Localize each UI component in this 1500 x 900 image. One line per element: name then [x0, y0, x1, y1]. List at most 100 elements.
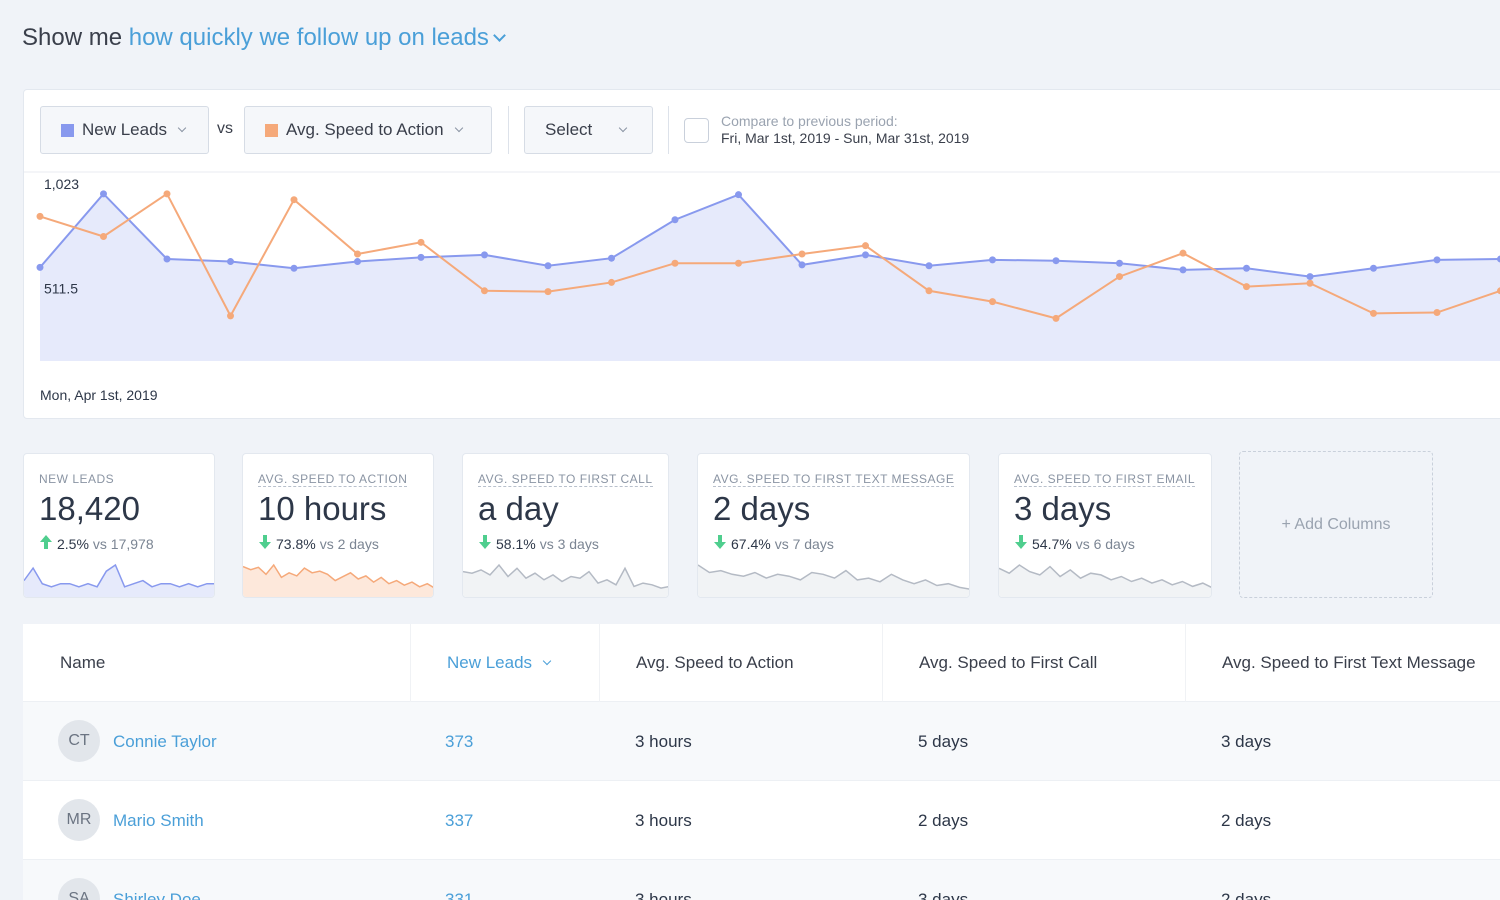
- sparkline-line: [243, 563, 433, 588]
- data-point: [36, 263, 44, 271]
- data-point: [227, 312, 234, 320]
- kpi-label: New Leads: [39, 472, 115, 486]
- y-tick-label: 1,023: [44, 176, 79, 192]
- data-point: [671, 216, 679, 224]
- secondary-metric-label: Avg. Speed to Action: [286, 120, 444, 139]
- sparkline-line: [999, 564, 1211, 588]
- sparkline-area: [24, 565, 214, 597]
- data-point: [544, 288, 552, 296]
- column-header-label: New Leads: [447, 653, 533, 672]
- kpi-card-speed-to-action[interactable]: Avg. Speed to Action 10 hours 73.8% vs 2 …: [242, 453, 434, 598]
- sparkline-area: [243, 565, 433, 597]
- kpi-value: 10 hours: [258, 490, 387, 527]
- kpi-value: 18,420: [39, 490, 140, 527]
- kpi-change-value: 54.7%: [1032, 535, 1072, 552]
- data-point: [544, 262, 552, 270]
- line-chart[interactable]: 1,023 511.5 Mon, Apr 1st, 2019: [24, 170, 1500, 420]
- series-line: [39, 192, 1500, 320]
- kpi-compare: vs 17,978: [92, 535, 154, 552]
- kpi-card-speed-to-first-email[interactable]: Avg. Speed to First Email 3 days 54.7% vs…: [998, 453, 1212, 598]
- lead-owner-link[interactable]: Shirley Doe: [113, 889, 201, 900]
- chevron-down-icon: [493, 29, 506, 42]
- chevron-down-icon: [454, 123, 463, 133]
- first-text-cell: 2 days: [1221, 889, 1272, 900]
- sparkline-line: [463, 563, 668, 589]
- chevron-down-icon: [177, 123, 187, 133]
- sparkline: [24, 563, 214, 597]
- column-header-first-call[interactable]: Avg. Speed to First Call: [919, 653, 1098, 672]
- primary-metric-label: New Leads: [82, 120, 168, 139]
- new-leads-link[interactable]: 337: [445, 810, 474, 830]
- sparkline: [999, 564, 1211, 597]
- data-point: [163, 190, 171, 198]
- data-point: [1370, 309, 1377, 317]
- third-metric-dropdown[interactable]: Select: [524, 106, 653, 154]
- kpi-change-value: 73.8%: [276, 535, 316, 552]
- kpi-compare: vs 7 days: [774, 535, 834, 552]
- lead-owner-link[interactable]: Mario Smith: [113, 810, 204, 830]
- data-point: [100, 232, 107, 240]
- data-point: [1433, 256, 1441, 264]
- data-point: [735, 259, 742, 267]
- chevron-down-icon: [619, 123, 628, 133]
- kpi-label: Avg. Speed to First Call: [478, 472, 653, 487]
- kpi-card-speed-to-first-text[interactable]: Avg. Speed to First Text Message 2 days …: [697, 453, 970, 598]
- first-call-cell: 2 days: [918, 810, 969, 830]
- arrow-down-icon: [478, 534, 496, 553]
- data-point: [862, 242, 869, 250]
- metric-selector[interactable]: how quickly we follow up on leads: [128, 24, 506, 51]
- new-leads-link[interactable]: 331: [445, 889, 474, 900]
- data-point: [1243, 264, 1250, 272]
- table-row[interactable]: SA Shirley Doe 331 3 hours 3 days 2 days: [23, 860, 1500, 900]
- data-point: [1497, 287, 1500, 295]
- sparkline-line: [698, 564, 969, 590]
- column-header-speed-to-action[interactable]: Avg. Speed to Action: [636, 653, 794, 672]
- kpi-card-speed-to-first-call[interactable]: Avg. Speed to First Call a day 58.1% vs 3…: [462, 453, 669, 598]
- data-point: [100, 190, 107, 198]
- data-point: [163, 255, 171, 263]
- new-leads-link[interactable]: 373: [445, 731, 474, 751]
- chart-card: New Leads vs Avg. Speed to Action Select…: [23, 89, 1500, 419]
- table-row[interactable]: CT Connie Taylor 373 3 hours 5 days 3 da…: [23, 702, 1500, 781]
- data-point: [989, 256, 996, 264]
- data-point: [227, 258, 234, 266]
- column-header-first-text[interactable]: Avg. Speed to First Text Message: [1222, 653, 1476, 672]
- data-point: [417, 238, 425, 246]
- first-call-cell: 5 days: [918, 731, 969, 751]
- data-point: [862, 251, 869, 259]
- column-header-new-leads[interactable]: New Leads: [447, 624, 552, 702]
- sparkline-line: [24, 563, 214, 588]
- arrow-down-icon: [258, 534, 276, 553]
- data-point: [735, 191, 742, 199]
- compare-checkbox[interactable]: [684, 118, 709, 143]
- divider: [508, 106, 509, 154]
- lead-owner-link[interactable]: Connie Taylor: [113, 731, 217, 751]
- primary-metric-dropdown[interactable]: New Leads: [40, 106, 209, 154]
- first-call-cell: 3 days: [918, 889, 969, 900]
- table-row[interactable]: MR Mario Smith 337 3 hours 2 days 2 days: [23, 781, 1500, 860]
- data-point: [1243, 283, 1250, 291]
- kpi-change: 73.8% vs 2 days: [258, 534, 379, 553]
- data-point: [608, 254, 615, 262]
- kpi-change-value: 2.5%: [57, 535, 89, 552]
- report-title: Show me how quickly we follow up on lead…: [22, 24, 506, 52]
- chevron-down-icon: [542, 656, 552, 666]
- metric-selector-label: how quickly we follow up on leads: [128, 24, 489, 51]
- kpi-change: 67.4% vs 7 days: [713, 534, 834, 553]
- add-columns-button[interactable]: + Add Columns: [1239, 451, 1433, 598]
- series-line: [39, 192, 1500, 278]
- sparkline: [463, 563, 668, 597]
- divider: [668, 106, 669, 154]
- data-point: [925, 287, 933, 295]
- kpi-card-new-leads[interactable]: New Leads 18,420 2.5% vs 17,978: [23, 453, 215, 598]
- secondary-metric-dropdown[interactable]: Avg. Speed to Action: [244, 106, 492, 154]
- arrow-down-icon: [713, 534, 731, 553]
- data-point: [1052, 314, 1060, 322]
- data-point: [354, 258, 361, 266]
- data-point: [1306, 279, 1314, 287]
- kpi-label: Avg. Speed to First Text Message: [713, 472, 955, 487]
- column-header-name[interactable]: Name: [60, 653, 106, 672]
- kpi-change-value: 67.4%: [731, 535, 771, 552]
- data-point: [1116, 259, 1123, 267]
- speed-to-action-cell: 3 hours: [635, 810, 692, 830]
